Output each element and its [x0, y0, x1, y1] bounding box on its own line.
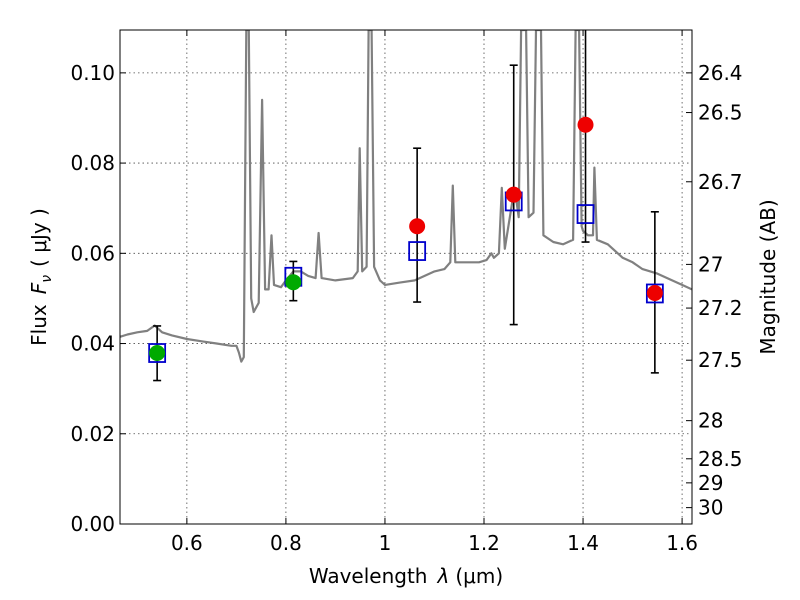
y-axis-label-unit: ( μJy ) — [27, 208, 51, 267]
x-axis-label-prefix: Wavelength — [309, 564, 428, 588]
axis-ticks — [120, 30, 692, 525]
mag-tick-label: 28 — [698, 409, 723, 433]
model-point — [645, 283, 664, 304]
grid-lines — [120, 30, 692, 524]
mag-tick-label: 30 — [698, 496, 723, 520]
x-tick-label: 0.8 — [270, 531, 302, 555]
mag-tick-label: 27 — [698, 252, 723, 276]
y-tick-label: 0.02 — [70, 422, 115, 446]
mag-tick-label: 28.5 — [698, 447, 743, 471]
x-tick-label: 0.6 — [171, 531, 203, 555]
y-axis-label-sub: ν — [39, 275, 55, 283]
x-tick-label: 1.4 — [567, 531, 599, 555]
x-axis-label-symbol: λ — [437, 564, 450, 588]
template-spectrum-line — [120, 30, 692, 363]
y-tick-label: 0.08 — [70, 151, 115, 175]
mag-tick-label: 26.4 — [698, 61, 743, 85]
detected-point — [285, 274, 302, 291]
mag-tick-label: 29 — [698, 471, 723, 495]
upper-limit-point — [409, 218, 426, 235]
y-axis-label: Flux Fν ( μJy ) — [27, 208, 55, 346]
upper-limit-point — [577, 116, 594, 133]
y-axis-label-prefix: Flux — [27, 304, 51, 346]
mag-tick-label: 27.2 — [698, 296, 743, 320]
model-point — [408, 241, 427, 261]
x-tick-label: 1.2 — [468, 531, 500, 555]
observed-photometry — [149, 116, 663, 362]
x-axis-label: Wavelength λ (μm) — [309, 564, 503, 588]
y-tick-label: 0.04 — [70, 332, 115, 356]
mag-tick-label: 26.7 — [698, 170, 743, 194]
template-spectrum — [120, 30, 692, 363]
x-tick-label: 1.6 — [666, 531, 698, 555]
plot-frame — [119, 29, 693, 525]
y-axis-label-symbol: F — [27, 282, 51, 294]
mag-tick-label: 26.5 — [698, 101, 743, 125]
model-point — [576, 204, 595, 224]
detected-point — [149, 345, 166, 362]
y-tick-label: 0.06 — [70, 241, 115, 265]
upper-limit-point — [505, 186, 522, 203]
tick-labels: 0.6 0.8 1 1.2 1.4 1.6 0.00 0.02 0.04 0.06 0.08 0.10… — [70, 61, 742, 555]
y-tick-label: 0.00 — [70, 512, 115, 536]
upper-limit-point — [646, 285, 663, 302]
y-tick-label: 0.10 — [70, 61, 115, 85]
x-tick-label: 1 — [379, 531, 392, 555]
mag-tick-label: 27.5 — [698, 348, 743, 372]
y2-axis-label: Magnitude (AB) — [756, 199, 780, 354]
x-axis-label-unit: (μm) — [455, 564, 503, 588]
